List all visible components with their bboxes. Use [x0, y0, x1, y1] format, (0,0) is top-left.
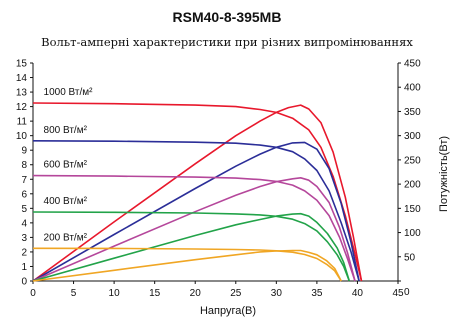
y-left-tick-label: 9	[21, 146, 27, 157]
x-tick-label: 45	[392, 288, 404, 299]
y-left-tick-label: 11	[17, 117, 28, 128]
pv-curve-4	[32, 249, 342, 282]
y-left-tick-label: 7	[21, 175, 27, 186]
y-right-tick-label: 350	[404, 107, 421, 118]
y-right-tick-label: 50	[404, 252, 416, 263]
iv-curve-1	[32, 140, 360, 282]
y-left-tick-label: 4	[21, 218, 27, 229]
irradiance-label-0: 1000 Вт/м²	[44, 87, 94, 98]
irradiance-label-4: 200 Вт/м²	[44, 232, 88, 243]
y-left-tick-label: 8	[21, 160, 27, 171]
chart-title: RSM40-8-395MB	[173, 9, 282, 25]
chart-subtitle: Вольт-амперні характеристики при різних …	[41, 35, 413, 49]
x-tick-label: 35	[311, 288, 323, 299]
irradiance-label-3: 400 Вт/м²	[44, 196, 88, 207]
y-left-tick-label: 14	[16, 73, 28, 84]
y-right-tick-label: 150	[404, 204, 421, 215]
irradiance-label-1: 800 Вт/м²	[44, 125, 88, 136]
x-tick-label: 20	[190, 288, 202, 299]
x-tick-label: 30	[271, 288, 283, 299]
x-tick-label: 40	[352, 288, 364, 299]
x-tick-label: 5	[71, 288, 77, 299]
y-right-tick-label: 250	[404, 155, 421, 166]
iv-curve-2	[32, 174, 356, 282]
x-tick-label: 15	[149, 288, 161, 299]
pv-curve-1	[32, 141, 360, 282]
y-left-tick-label: 10	[16, 131, 28, 142]
series-layer	[32, 102, 363, 282]
pv-curve-3	[32, 212, 351, 282]
x-axis-label: Напруга(В)	[200, 305, 256, 317]
y-right-tick-label: 450	[404, 59, 421, 70]
y-left-tick-label: 5	[21, 204, 27, 215]
axes: 0 5 10 15 20 25 30 35 40 450123456789101112131415…	[16, 59, 421, 300]
x-tick-label: 25	[230, 288, 242, 299]
y-left-tick-label: 6	[21, 189, 27, 200]
y-right-tick-label: 400	[404, 83, 421, 94]
y-right-tick-label: 300	[404, 131, 421, 142]
y-left-tick-label: 0	[21, 277, 27, 288]
pv-curve-0	[32, 104, 363, 282]
iv-curve-3	[32, 211, 351, 282]
y-left-tick-label: 3	[21, 233, 27, 244]
y-right-tick-label: 0	[404, 287, 410, 298]
pv-curve-2	[32, 177, 356, 282]
x-tick-label: 10	[109, 288, 121, 299]
y-left-tick-label: 1	[21, 262, 27, 273]
legend-labels: 1000 Вт/м² 800 Вт/м² 600 Вт/м² 400 Вт/м² 200…	[44, 87, 94, 243]
y-right-tick-label: 200	[404, 180, 421, 191]
y-right-tick-label: 100	[404, 228, 421, 239]
x-tick-label: 0	[30, 288, 36, 299]
y-left-tick-label: 12	[16, 102, 28, 113]
iv-curve-0	[32, 102, 363, 282]
irradiance-label-2: 600 Вт/м²	[44, 160, 88, 171]
y-left-tick-label: 2	[21, 247, 27, 258]
y-left-tick-label: 13	[16, 88, 28, 99]
y-right-axis-label: Потужність(Вт)	[438, 136, 450, 212]
y-left-tick-label: 15	[16, 59, 28, 70]
